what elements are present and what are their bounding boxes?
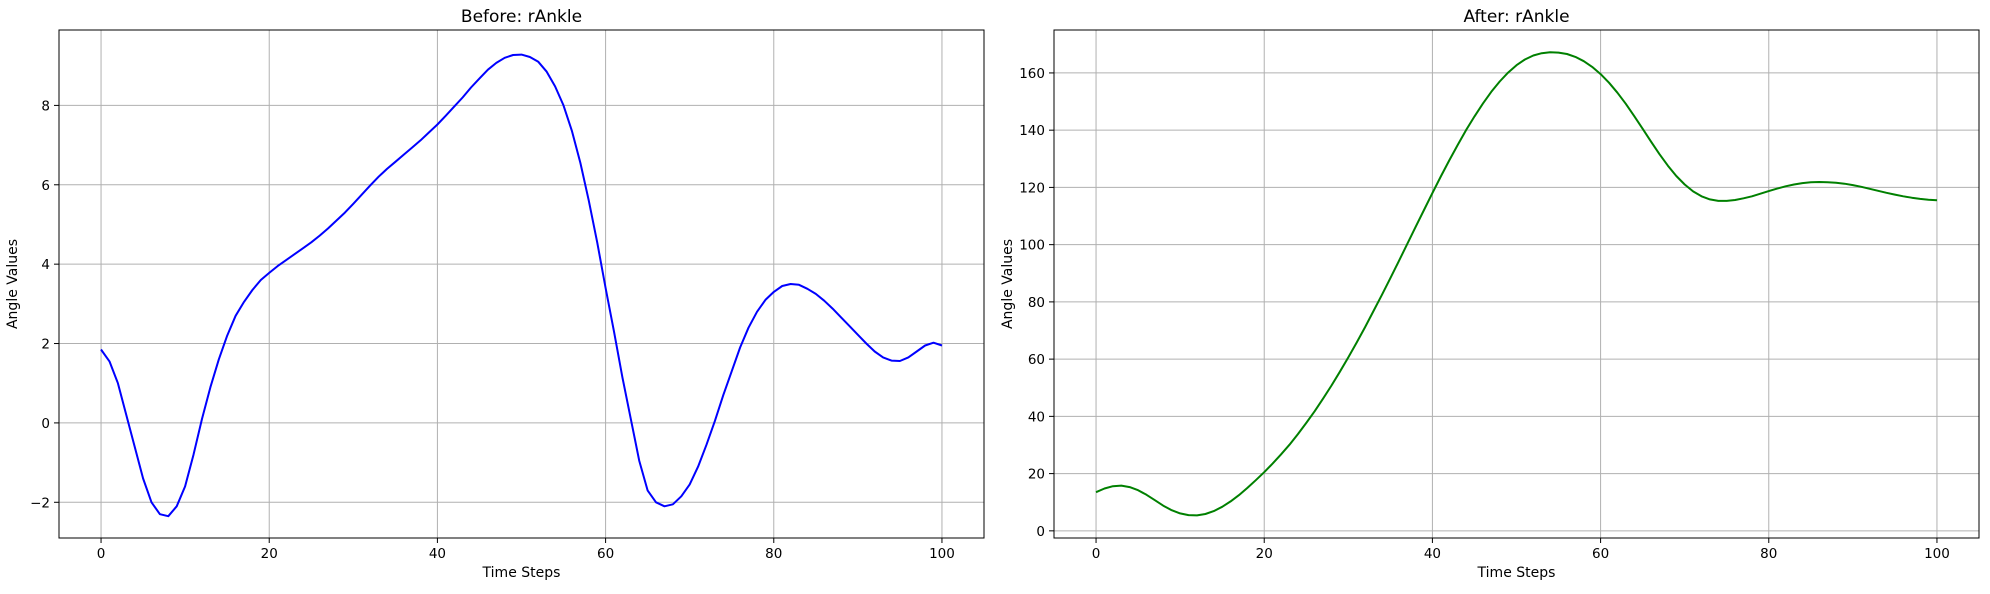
- chart-after: After: rAnkle Time Steps Angle Values 0 2…: [1000, 7, 1980, 581]
- y-tick-label: 4: [41, 257, 50, 273]
- x-axis-label: Time Steps: [1477, 565, 1556, 581]
- y-axis-label: Angle Values: [1000, 239, 1016, 329]
- y-tick-label: 6: [41, 178, 50, 194]
- y-tick-label: −2: [30, 495, 50, 511]
- y-tick-label: 60: [1028, 352, 1045, 368]
- x-tick-label: 100: [1924, 546, 1950, 562]
- plot-frame: [58, 29, 985, 539]
- y-tick-label: 160: [1019, 66, 1045, 82]
- x-tick-label: 60: [1592, 546, 1609, 562]
- x-tick-label: 0: [97, 546, 106, 562]
- y-tick-label: 80: [1028, 295, 1045, 311]
- x-tick-label: 80: [1760, 546, 1777, 562]
- series-line: [1095, 51, 1938, 517]
- x-tick-label: 60: [597, 546, 614, 562]
- y-tick-label: 0: [41, 416, 50, 432]
- x-tick-label: 20: [261, 546, 278, 562]
- y-tick-label: 120: [1019, 180, 1045, 196]
- y-tick-label: 0: [1036, 524, 1045, 540]
- y-tick-label: 140: [1019, 123, 1045, 139]
- x-tick-label: 40: [429, 546, 446, 562]
- chart-before: Before: rAnkle Time Steps Angle Values 0…: [5, 7, 985, 581]
- x-tick-label: 80: [765, 546, 782, 562]
- y-tick-label: 20: [1028, 467, 1045, 483]
- y-tick-label: 100: [1019, 238, 1045, 254]
- y-axis-label: Angle Values: [5, 239, 21, 329]
- y-tick-label: 40: [1028, 409, 1045, 425]
- x-tick-label: 0: [1092, 546, 1101, 562]
- series-line: [100, 53, 943, 518]
- plot-frame: [1053, 29, 1980, 539]
- x-tick-label: 100: [929, 546, 955, 562]
- x-axis-label: Time Steps: [482, 565, 561, 581]
- chart-title: Before: rAnkle: [461, 7, 582, 27]
- x-tick-label: 40: [1424, 546, 1441, 562]
- x-tick-label: 20: [1256, 546, 1273, 562]
- chart-title: After: rAnkle: [1463, 7, 1569, 27]
- y-tick-label: 8: [41, 98, 50, 114]
- y-tick-label: 2: [41, 337, 50, 353]
